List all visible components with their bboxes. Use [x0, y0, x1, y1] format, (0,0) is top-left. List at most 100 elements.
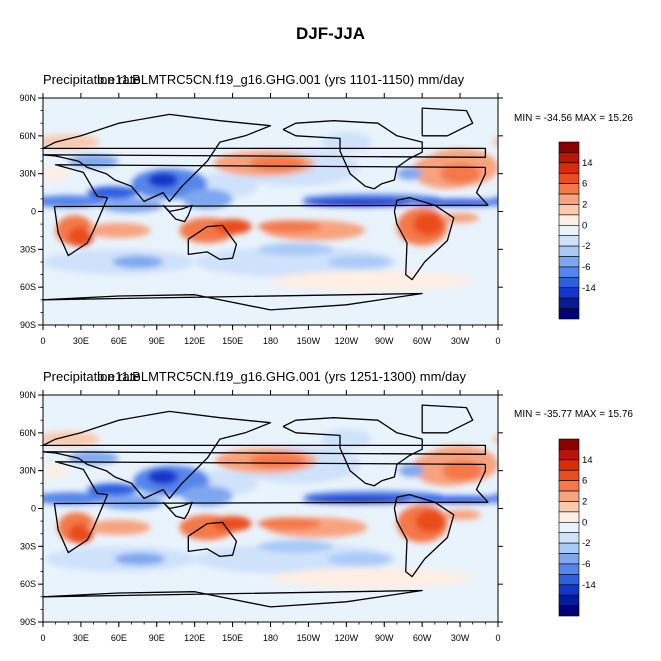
- coastline: [282, 417, 423, 487]
- x-tick-label: 180: [263, 336, 278, 346]
- figure-title: DJF-JJA: [296, 24, 365, 43]
- precip-contour: [43, 195, 107, 208]
- precip-contour: [415, 509, 446, 533]
- y-tick-label: 90S: [20, 617, 36, 627]
- precip-contour: [398, 464, 425, 477]
- y-tick-label: 60N: [19, 428, 36, 438]
- x-tick-label: 150W: [297, 336, 321, 346]
- coastline: [53, 164, 489, 257]
- colorbar-box: [558, 574, 580, 586]
- precip-contour: [147, 469, 179, 485]
- precip-contour: [485, 493, 498, 504]
- y-tick-label: 90N: [19, 390, 36, 400]
- colorbar-label: -2: [582, 241, 590, 252]
- precip-contour: [99, 197, 164, 213]
- colorbar-box: [558, 308, 580, 320]
- panel-2-field: [43, 395, 498, 622]
- panel-2-map: 0 30E 60E 90E 120E 150E 180 150W 120W 90W 60W 30W 09…: [19, 390, 503, 643]
- coastline: [43, 410, 487, 500]
- coastline: [162, 501, 193, 520]
- precip-contour: [68, 154, 119, 168]
- x-tick-label: 180: [263, 633, 278, 643]
- colorbar-box: [558, 501, 580, 513]
- precip-contour: [491, 137, 498, 147]
- y-tick-label: 0: [31, 207, 36, 217]
- coastline: [43, 113, 487, 203]
- precip-contour: [194, 543, 397, 575]
- precip-contour: [43, 464, 69, 477]
- coastline: [53, 461, 489, 554]
- coastline: [43, 589, 423, 608]
- y-tick-label: 90N: [19, 93, 36, 103]
- x-tick-label: 120E: [184, 633, 205, 643]
- panel-1-colorbar: 14 6 2 0 -2 -6 -14: [558, 141, 596, 320]
- colorbar-label: -6: [582, 559, 590, 570]
- panel-2-units: mm/day: [419, 369, 467, 384]
- colorbar-box: [558, 459, 580, 471]
- precip-contour: [114, 552, 166, 566]
- x-tick-label: 150E: [222, 336, 243, 346]
- coastline: [187, 521, 238, 558]
- precip-contour: [182, 188, 233, 209]
- precip-contour: [485, 196, 498, 207]
- colorbar-label: 2: [582, 496, 587, 507]
- y-tick-label: 60S: [20, 579, 36, 589]
- coastline: [187, 224, 238, 261]
- precip-contour: [68, 451, 119, 465]
- colorbar-box: [558, 532, 580, 544]
- precip-contour: [213, 516, 252, 532]
- coastline: [421, 404, 474, 434]
- colorbar-box: [558, 172, 580, 184]
- colorbar-box: [558, 204, 580, 216]
- colorbar-label: 2: [582, 199, 587, 210]
- panel-2-variable: Precipitation rate: [43, 369, 141, 384]
- panel-1-title: Precipitation rate b.e11.BLMTRC5CN.f19_g…: [43, 72, 464, 87]
- precip-contour: [441, 460, 483, 481]
- x-tick-label: 120E: [184, 336, 205, 346]
- coastline: [393, 493, 455, 578]
- precip-contour: [194, 246, 397, 278]
- colorbar-label: 0: [582, 220, 587, 231]
- y-tick-label: 30N: [19, 466, 36, 476]
- colorbar-label: 14: [582, 158, 593, 169]
- colorbar-label: 6: [582, 476, 587, 487]
- precip-contour: [43, 167, 69, 180]
- x-tick-label: 30E: [73, 336, 89, 346]
- precip-contour: [257, 517, 322, 530]
- precip-contour: [439, 163, 481, 184]
- colorbar-label: -6: [582, 262, 590, 273]
- x-tick-label: 0: [495, 633, 500, 643]
- colorbar-box: [558, 449, 580, 461]
- precip-contour: [441, 212, 480, 223]
- precip-contour: [257, 243, 334, 256]
- colorbar-box: [558, 605, 580, 617]
- panel-2-minmax: MIN = -35.77 MAX = 15.76: [514, 409, 633, 420]
- colorbar-box: [558, 256, 580, 268]
- colorbar-box: [558, 193, 580, 205]
- precip-contour: [302, 198, 416, 207]
- panel-1-units: mm/day: [417, 72, 465, 87]
- x-tick-label: 30W: [451, 633, 470, 643]
- precip-contour: [249, 156, 305, 172]
- precip-contour: [257, 540, 334, 553]
- colorbar-box: [558, 152, 580, 164]
- panel-2-colorbar: 14 6 2 0 -2 -6 -14: [558, 438, 596, 617]
- precip-contour: [182, 485, 233, 506]
- panel-2-title: Precipitation rate b.e11.BLMTRC5CN.f19_g…: [43, 369, 466, 384]
- y-tick-label: 90S: [20, 320, 36, 330]
- colorbar-box: [558, 511, 580, 523]
- x-tick-label: 0: [40, 633, 45, 643]
- precip-contour: [270, 270, 473, 291]
- colorbar-box: [558, 141, 580, 153]
- colorbar-label: 14: [582, 455, 593, 466]
- precip-contour: [87, 519, 151, 535]
- x-tick-label: 0: [40, 336, 45, 346]
- x-tick-label: 60W: [413, 336, 432, 346]
- x-tick-label: 150W: [297, 633, 321, 643]
- precip-contour: [99, 494, 164, 510]
- panel-2-case: b.e11.BLMTRC5CN.f19_g16.GHG.001 (yrs 125…: [97, 369, 417, 384]
- precip-contour: [147, 172, 179, 188]
- panel-1-variable: Precipitation rate: [43, 72, 141, 87]
- x-tick-label: 90W: [375, 336, 394, 346]
